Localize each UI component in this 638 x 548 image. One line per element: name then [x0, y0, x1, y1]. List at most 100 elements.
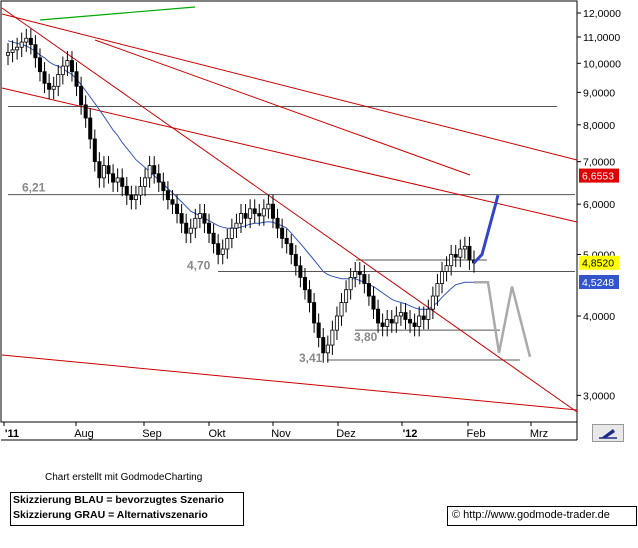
candle-body [449, 254, 454, 267]
upper-trendline [39, 6, 196, 21]
level-annotation: 4,70 [187, 259, 211, 273]
candle-body [202, 213, 207, 224]
candle-body [344, 289, 349, 303]
candle-body [216, 243, 221, 255]
candle-body [97, 161, 102, 179]
candle-body [284, 237, 289, 245]
candle-body [33, 44, 38, 59]
candle-body [115, 177, 120, 183]
trendline [1, 354, 578, 411]
chart-caption: Chart erstellt mit GodmodeCharting [45, 472, 203, 483]
x-tick-label: '11 [5, 428, 19, 440]
candle-body [270, 203, 275, 219]
candle-body [426, 308, 431, 320]
candle-body [371, 295, 376, 310]
x-tick-label: '12 [403, 428, 418, 440]
candle-body [92, 138, 97, 163]
candle-body [51, 85, 56, 90]
x-tick-label: Okt [208, 428, 225, 440]
candle-body [143, 177, 148, 187]
candle-body [197, 213, 202, 219]
x-tick-label: Aug [74, 428, 94, 440]
candle-body [10, 49, 15, 53]
price-label: 4,8520 [582, 258, 614, 270]
legend-blue-scenario: Skizzierung BLAU = bevorzugtes Szenario [13, 494, 224, 506]
candle-body [15, 46, 20, 51]
candle-body [211, 232, 216, 245]
x-tick-label: Nov [271, 428, 291, 440]
source-url[interactable]: © http://www.godmode-trader.de [452, 509, 610, 521]
x-tick-label: Feb [467, 428, 486, 440]
candle-body [220, 248, 225, 255]
candle-body [312, 302, 317, 324]
candle-body [453, 254, 458, 258]
source-url-box: © http://www.godmode-trader.de [447, 506, 637, 526]
candle-body [261, 208, 266, 217]
candle-body [124, 185, 129, 196]
trendline [1, 87, 578, 223]
candle-body [440, 271, 445, 284]
candle-body [193, 217, 198, 229]
candle-body [430, 295, 435, 310]
candle-body [65, 60, 70, 67]
candle-body [243, 213, 248, 219]
candle-body [79, 85, 84, 106]
candle-body [106, 165, 111, 175]
y-tick-label: 4,0000 [583, 311, 615, 323]
price-label: 4,5248 [582, 277, 614, 289]
candle-body [280, 227, 285, 239]
candle-body [266, 203, 271, 210]
candle-body [339, 302, 344, 317]
candle-body [298, 265, 303, 278]
candle-body [101, 165, 106, 179]
x-tick-label: Dez [336, 428, 356, 440]
candle-body [24, 37, 29, 43]
candle-body [293, 254, 298, 267]
candle-body [330, 329, 335, 346]
trendline [94, 39, 471, 176]
candle-body [161, 181, 166, 192]
price-label: 6,6553 [582, 171, 614, 183]
candle-body [69, 60, 74, 73]
candle-body [88, 117, 93, 140]
level-annotation: 3,41 [299, 351, 323, 365]
y-tick-label: 10,0000 [583, 58, 621, 70]
candle-body [129, 194, 134, 201]
candle-body [321, 337, 326, 354]
candle-body [467, 245, 472, 261]
candle-body [275, 217, 280, 229]
candle-body [6, 52, 11, 56]
candle-body [225, 237, 230, 250]
x-tick-label: Mrz [530, 428, 548, 440]
chart-navigation-button[interactable] [592, 424, 624, 442]
y-tick-label: 7,0000 [583, 157, 615, 169]
candle-body [120, 177, 125, 187]
candle-body [238, 213, 243, 224]
legend-grey-scenario: Skizzierung GRAU = Alternativszenario [13, 509, 208, 521]
candle-body [83, 104, 88, 119]
price-label-bg [579, 255, 619, 270]
candle-body [398, 312, 403, 317]
arrow-icon [599, 429, 617, 439]
candle-body [462, 245, 467, 250]
y-tick-label: 3,0000 [583, 390, 615, 402]
candle-body [47, 82, 52, 90]
candle-body [348, 277, 353, 291]
plot-area [0, 0, 578, 423]
candle-body [229, 227, 234, 239]
candle-body [248, 208, 253, 219]
candle-body [152, 165, 157, 175]
candle-body [444, 265, 449, 272]
candle-body [207, 222, 212, 234]
candle-body [403, 312, 408, 320]
candle-body [417, 315, 422, 327]
x-tick-label: Sep [142, 428, 162, 440]
candle-body [394, 315, 399, 324]
candle-body [357, 271, 362, 275]
y-tick-label: 8,0000 [583, 120, 615, 132]
candle-body [37, 57, 42, 73]
candle-body [111, 173, 116, 183]
scenario-legend: Skizzierung BLAU = bevorzugtes Szenario … [10, 492, 244, 526]
candle-body [408, 319, 413, 324]
